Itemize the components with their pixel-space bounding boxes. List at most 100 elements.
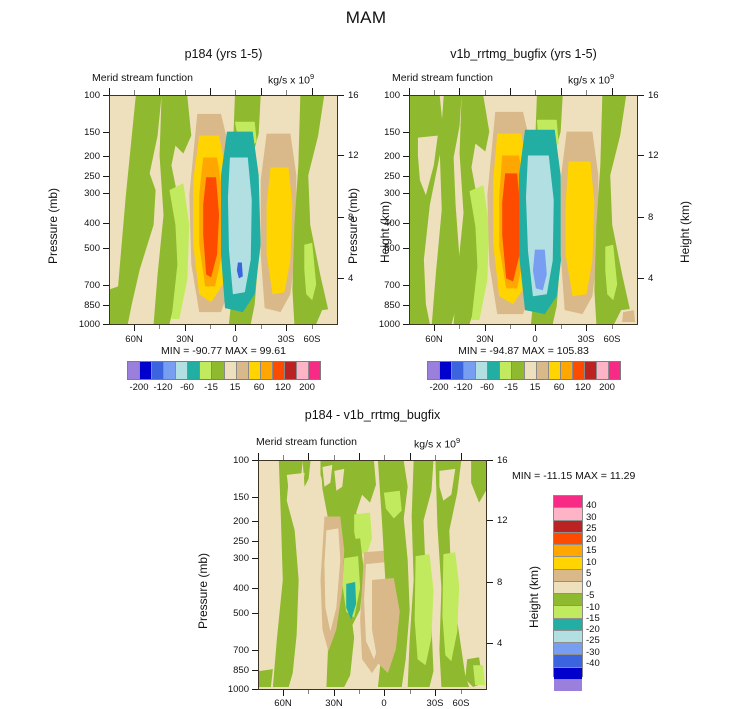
panel-subtitle-right-left: Merid stream function [392,72,493,84]
colorbar-tick-label: 120 [275,382,291,393]
colorbar-tick-label: -200 [129,382,149,393]
colorbar-swatch [554,630,582,643]
colorbar-swatch [308,362,320,379]
colorbar-tick-label: -10 [586,601,600,613]
colorbar-tick-label: -15 [204,382,218,393]
units-exponent: 9 [310,72,315,81]
contour-plot-right [409,95,638,325]
colorbar-swatch [512,362,525,379]
colorbar-swatch [236,362,249,379]
colorbar-swatch [140,362,153,379]
panel-units-diff: kg/s x 109 [414,436,460,451]
colorbar-swatch [554,545,582,558]
colorbar-tick-label: -5 [586,590,595,602]
colorbar-tick-label: 40 [586,500,597,512]
colorbar-tick-label: 60 [553,382,565,393]
colorbar-swatch [452,362,465,379]
y-axis-label-diff: Pressure (mb) [196,552,210,629]
colorbar-tick-label: 0 [586,579,592,590]
colorbar-tick-label: -25 [586,635,600,647]
colorbar-swatch [464,362,477,379]
colorbar-swatch [500,362,513,379]
colorbar-swatch [596,362,609,379]
colorbar-vertical [553,495,583,691]
colorbar-swatch [584,362,597,379]
colorbar-tick-label: -30 [586,646,600,658]
colorbar-swatch [260,362,273,379]
colorbar-swatch [560,362,573,379]
colorbar-swatch [554,532,582,545]
colorbar-swatch [554,594,582,607]
units-exponent: 9 [610,72,615,81]
panel-title-right: v1b_rrtmg_bugfix (yrs 1-5) [450,47,597,61]
colorbar-swatch [554,508,582,521]
colorbar-tick-label: 5 [586,567,592,579]
colorbar-swatch [554,618,582,631]
colorbar-tick-label: -60 [180,382,194,393]
page-title: MAM [345,8,387,27]
colorbar-swatch [554,643,582,656]
colorbar-swatch [476,362,489,379]
colorbar-swatch [224,362,237,379]
contour-plot-left [109,95,338,325]
colorbar-swatch [212,362,225,379]
colorbar-tick-label: 20 [586,534,597,545]
colorbar-tick-label: 200 [299,382,315,393]
panel-subtitle-left-left: Merid stream function [92,72,193,84]
colorbar-swatch [488,362,501,379]
colorbar-swatch [272,362,285,379]
colorbar-tick-label: -200 [429,382,449,393]
contour-field-right [410,96,637,324]
panel-units-right: kg/s x 109 [568,72,614,87]
colorbar-swatch [440,362,453,379]
colorbar-swatch [554,679,582,691]
colorbar-tick-label: 15 [529,382,541,393]
colorbar-swatch [188,362,201,379]
units-text: kg/s x 10 [568,74,611,87]
colorbar-tick-label: -60 [480,382,494,393]
colorbar-tick-label: 120 [575,382,591,393]
colorbar-swatch [554,581,582,594]
colorbar-swatch [548,362,561,379]
colorbar-tick-label: 30 [586,511,597,523]
colorbar-swatch [554,606,582,619]
colorbar-tick-label: -20 [586,624,600,635]
colorbar-left [127,361,321,380]
colorbar-swatch [554,655,582,668]
minmax-left: MIN = -90.77 MAX = 99.61 [161,345,286,357]
colorbar-tick-label: 25 [586,522,597,534]
colorbar-right [427,361,621,380]
minmax-diff: MIN = -11.15 MAX = 11.29 [512,470,636,482]
contour-field-left [110,96,337,324]
panel-title-diff: p184 - v1b_rrtmg_bugfix [304,408,441,422]
panel-subtitle-diff-left: Merid stream function [256,436,357,448]
panel-units-left: kg/s x 109 [268,72,314,87]
colorbar-swatch [248,362,261,379]
colorbar-tick-label: 15 [586,545,597,557]
units-exponent: 9 [456,436,461,445]
colorbar-swatch [428,362,441,379]
colorbar-swatch [152,362,165,379]
colorbar-swatch [536,362,549,379]
colorbar-tick-label: 15 [229,382,241,393]
colorbar-tick-label: -15 [586,612,600,624]
colorbar-swatch [164,362,177,379]
contour-field-diff [259,461,486,689]
colorbar-swatch [554,667,582,680]
colorbar-swatch [524,362,537,379]
colorbar-swatch [128,362,141,379]
colorbar-swatch [572,362,585,379]
minmax-right: MIN = -94.87 MAX = 105.83 [458,345,589,357]
colorbar-tick-label: 10 [586,556,597,568]
colorbar-swatch [284,362,297,379]
contour-plot-diff [258,460,487,690]
units-text: kg/s x 10 [414,438,457,451]
colorbar-swatch [554,569,582,582]
y-axis-label-left: Pressure (mb) [46,187,60,264]
colorbar-tick-label: -40 [586,657,600,669]
y2-axis-label-right: Height (km) [678,200,692,263]
colorbar-tick-label: -15 [504,382,518,393]
units-text: kg/s x 10 [268,74,311,87]
colorbar-tick-label: 60 [253,382,265,393]
colorbar-swatch [554,496,582,509]
